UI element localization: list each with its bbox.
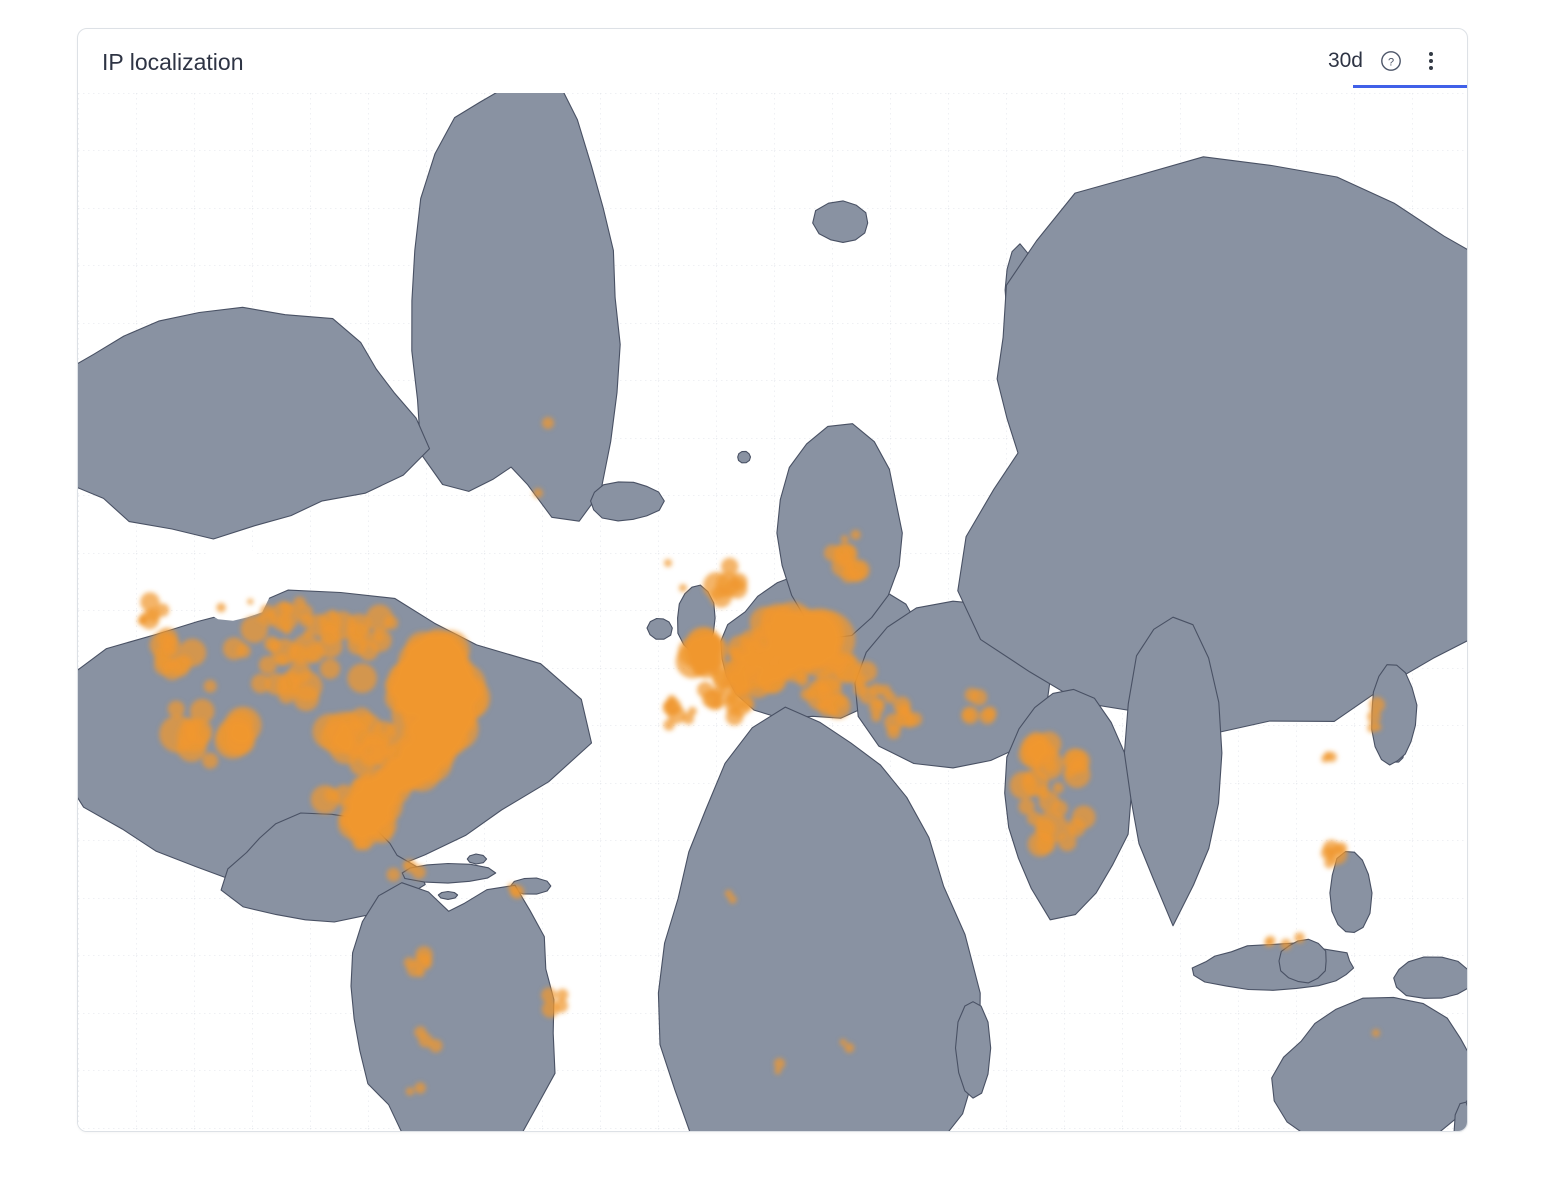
svg-text:?: ? (1388, 57, 1394, 69)
